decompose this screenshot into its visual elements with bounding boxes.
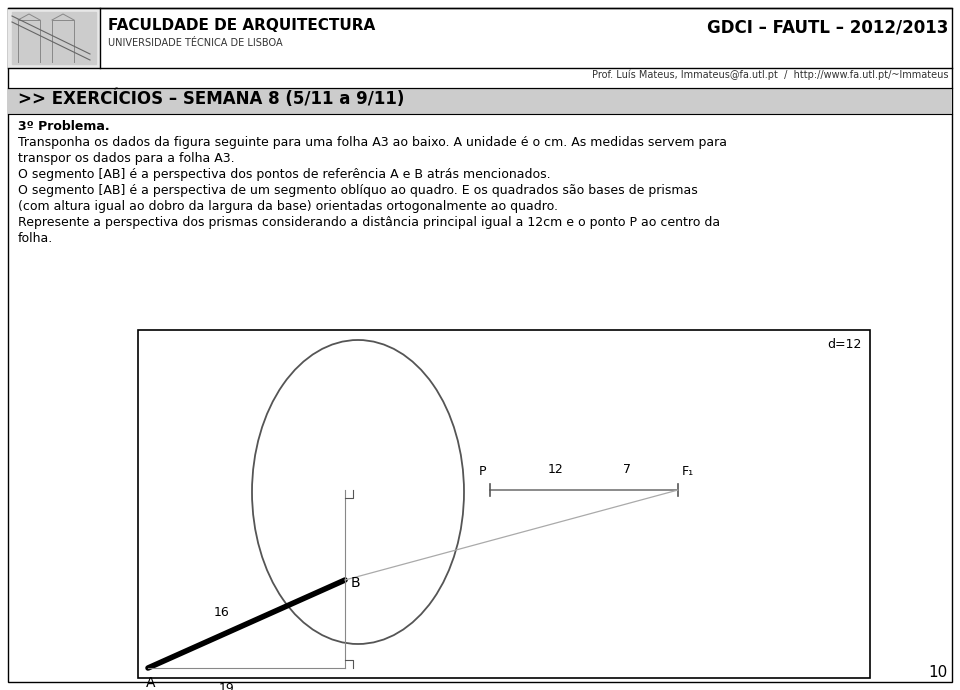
Text: 3º Problema.: 3º Problema. — [18, 120, 109, 133]
Text: F₁: F₁ — [682, 465, 694, 478]
Text: O segmento [AB] é a perspectiva dos pontos de referência A e B atrás mencionados: O segmento [AB] é a perspectiva dos pont… — [18, 168, 551, 181]
Text: >> EXERCÍCIOS – SEMANA 8 (5/11 a 9/11): >> EXERCÍCIOS – SEMANA 8 (5/11 a 9/11) — [18, 89, 404, 108]
Polygon shape — [12, 12, 96, 64]
Text: A: A — [146, 676, 156, 690]
Bar — [138, 330, 870, 678]
Text: P: P — [478, 465, 486, 478]
Text: UNIVERSIDADE TÉCNICA DE LISBOA: UNIVERSIDADE TÉCNICA DE LISBOA — [108, 38, 282, 48]
Text: FACULDADE DE ARQUITECTURA: FACULDADE DE ARQUITECTURA — [108, 18, 375, 33]
Text: O segmento [AB] é a perspectiva de um segmento oblíquo ao quadro. E os quadrados: O segmento [AB] é a perspectiva de um se… — [18, 184, 698, 197]
Text: GDCI – FAUTL – 2012/2013: GDCI – FAUTL – 2012/2013 — [707, 18, 948, 36]
Text: d=12: d=12 — [828, 338, 862, 351]
Bar — [8, 88, 952, 114]
Text: B: B — [351, 576, 361, 590]
Text: 10: 10 — [928, 665, 948, 680]
Text: transpor os dados para a folha A3.: transpor os dados para a folha A3. — [18, 152, 234, 165]
Text: 16: 16 — [214, 606, 229, 618]
Text: 7: 7 — [623, 463, 632, 476]
Text: Represente a perspectiva dos prismas considerando a distância principal igual a : Represente a perspectiva dos prismas con… — [18, 216, 720, 229]
Text: 19: 19 — [219, 682, 234, 690]
Text: Transponha os dados da figura seguinte para uma folha A3 ao baixo. A unidade é o: Transponha os dados da figura seguinte p… — [18, 136, 727, 149]
Text: Prof. Luís Mateus, lmmateus@fa.utl.pt  /  http://www.fa.utl.pt/~lmmateus: Prof. Luís Mateus, lmmateus@fa.utl.pt / … — [591, 70, 948, 81]
Text: folha.: folha. — [18, 232, 53, 245]
Text: (com altura igual ao dobro da largura da base) orientadas ortogonalmente ao quad: (com altura igual ao dobro da largura da… — [18, 200, 558, 213]
Bar — [8, 8, 100, 68]
Text: 12: 12 — [548, 463, 564, 476]
